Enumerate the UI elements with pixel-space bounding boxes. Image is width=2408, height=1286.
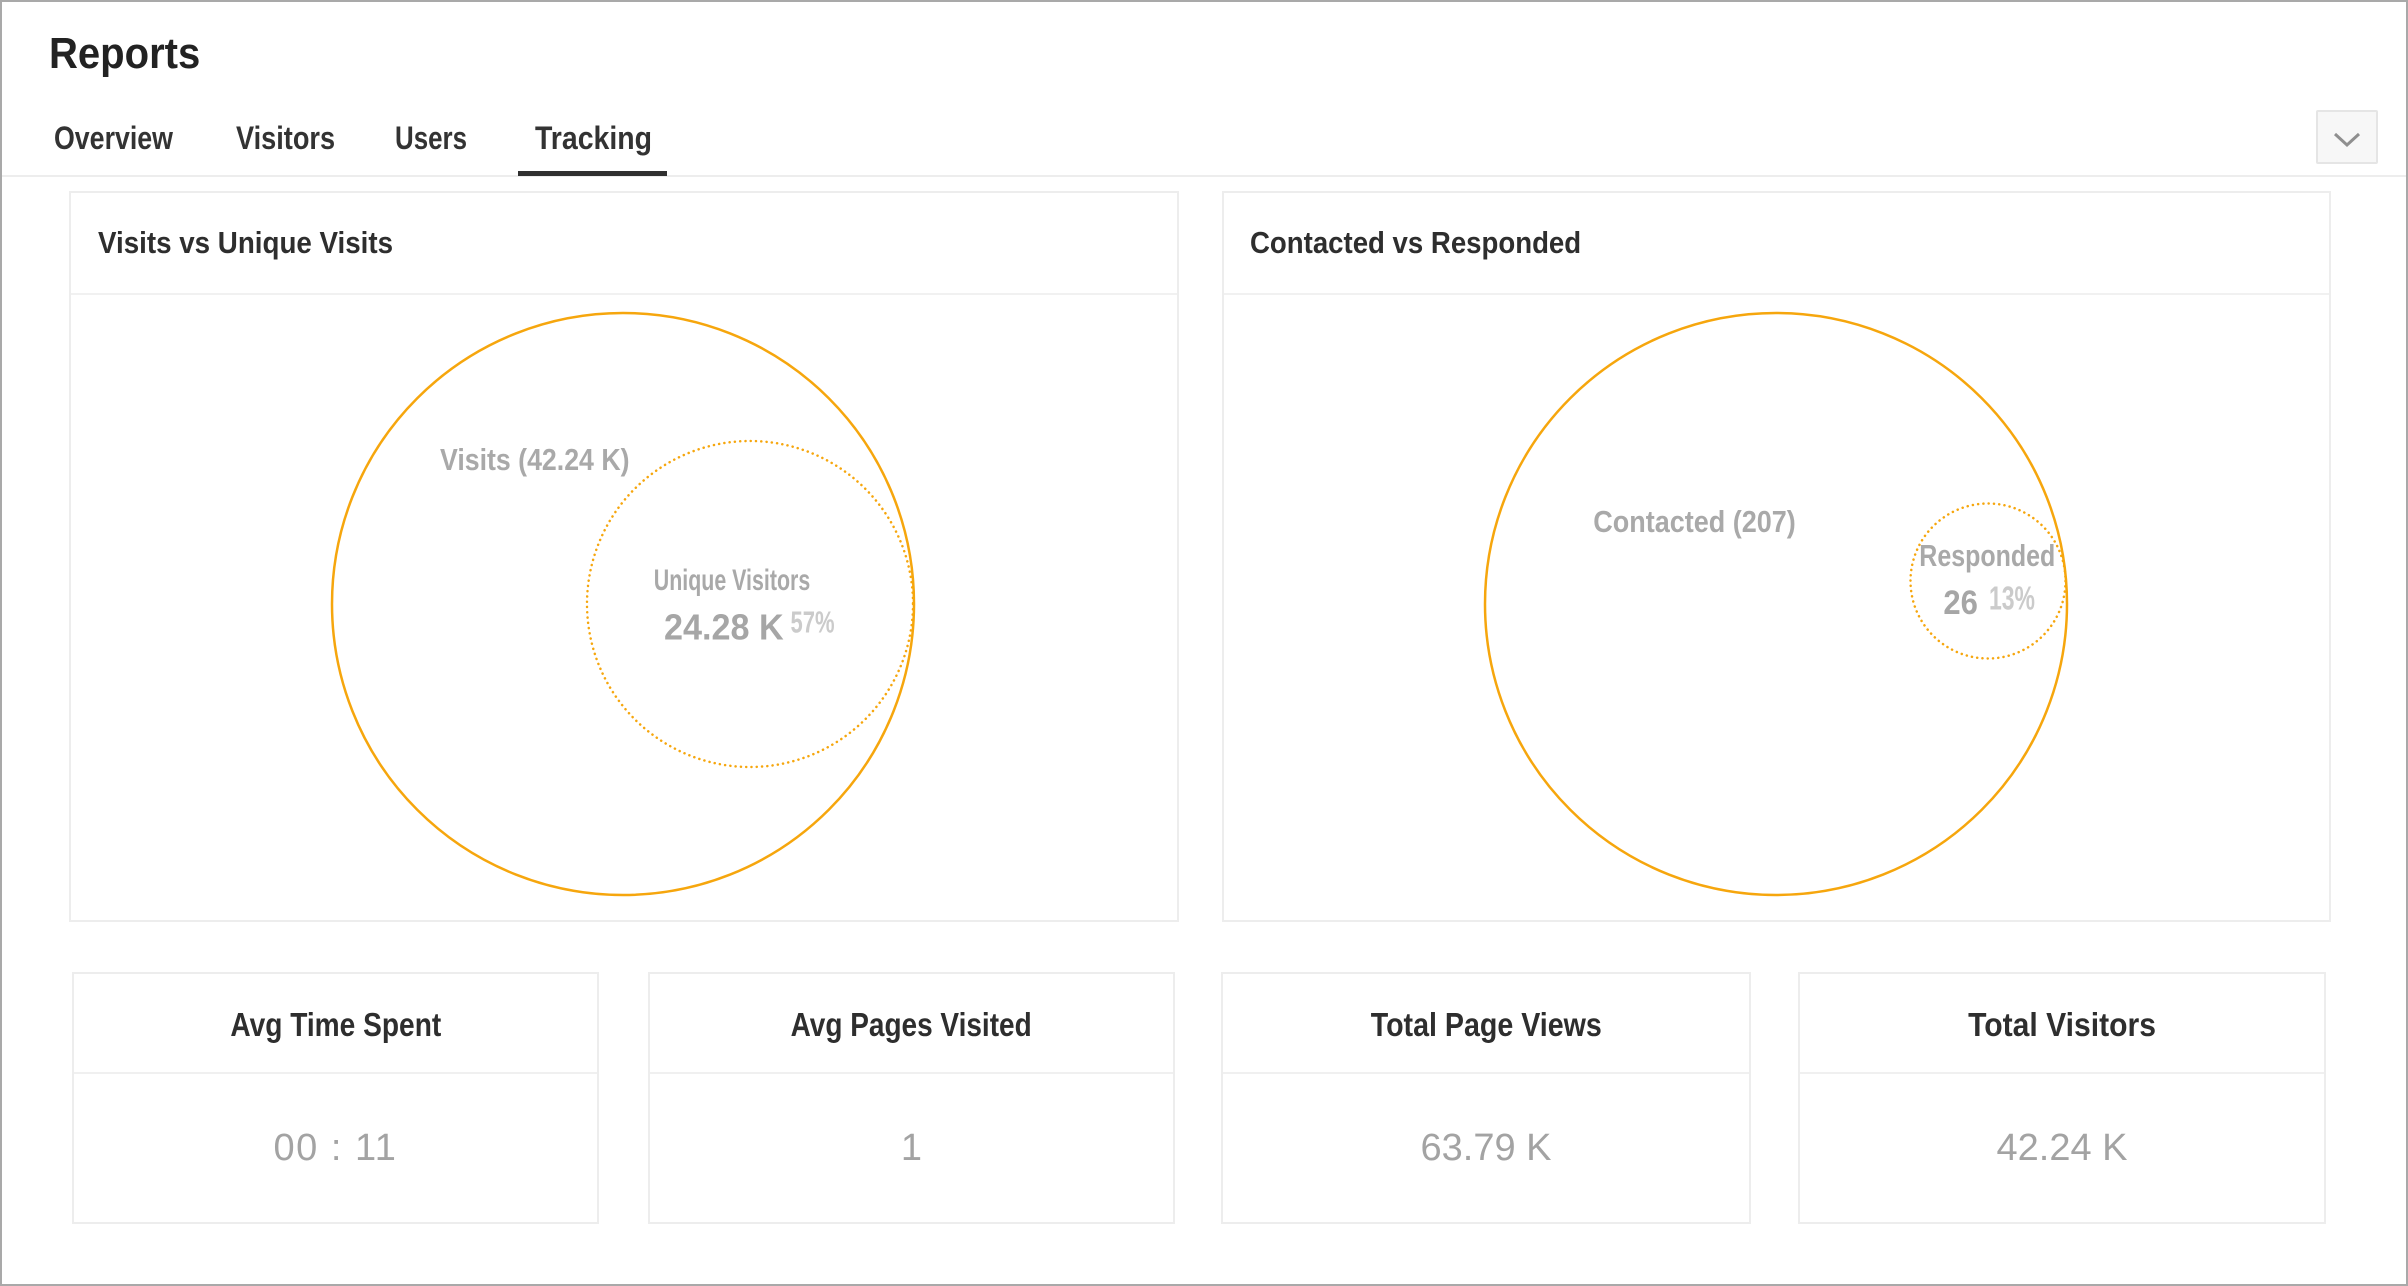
svg-text:Unique Visitors: Unique Visitors — [654, 564, 811, 597]
svg-text:Visits (42.24 K): Visits (42.24 K) — [440, 442, 630, 477]
svg-text:Contacted (207): Contacted (207) — [1593, 504, 1796, 539]
svg-text:13%: 13% — [1989, 580, 2035, 617]
svg-text:24.28 K: 24.28 K — [664, 607, 784, 648]
svg-text:26: 26 — [1943, 584, 1978, 622]
svg-text:Responded: Responded — [1919, 538, 2055, 573]
svg-text:57%: 57% — [791, 605, 835, 640]
